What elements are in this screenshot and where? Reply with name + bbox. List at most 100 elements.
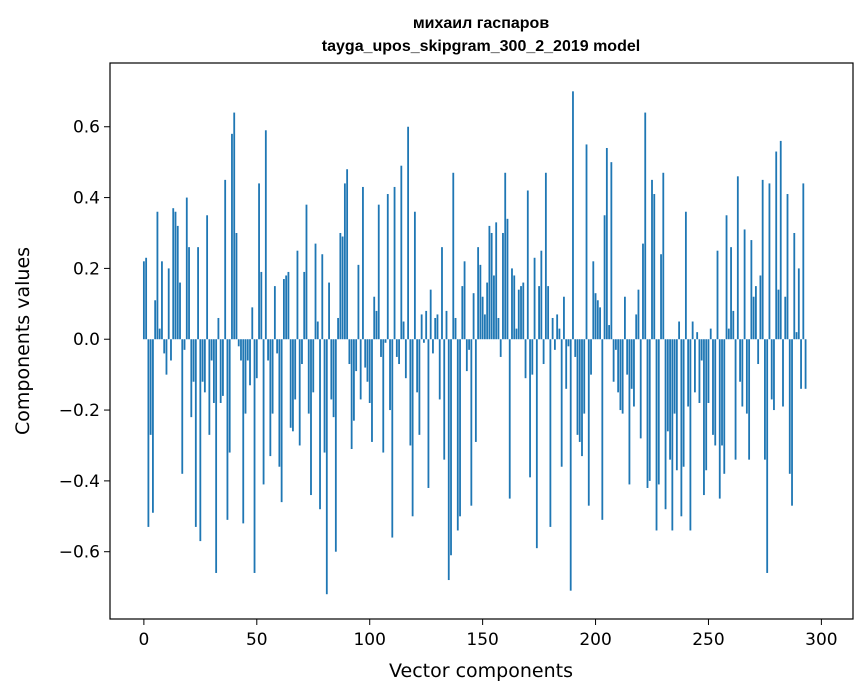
bar xyxy=(524,339,527,379)
bar xyxy=(581,339,583,457)
bar xyxy=(678,321,681,340)
bar xyxy=(517,289,520,340)
bar xyxy=(732,310,735,340)
bar xyxy=(364,339,367,368)
bar xyxy=(303,271,306,340)
y-tick-label: 0.0 xyxy=(73,330,100,350)
bar xyxy=(773,339,775,411)
y-tick-label: 0.6 xyxy=(73,118,100,138)
bar xyxy=(425,310,428,340)
bar xyxy=(614,339,617,350)
bar xyxy=(210,339,213,361)
bar xyxy=(696,332,699,340)
bar xyxy=(499,339,502,357)
bar xyxy=(578,339,581,442)
bar xyxy=(533,257,536,340)
bar xyxy=(784,296,787,340)
bar xyxy=(224,179,227,340)
bar xyxy=(183,339,186,350)
y-tick-label: −0.6 xyxy=(59,543,100,563)
bar xyxy=(450,339,452,556)
bar xyxy=(391,339,394,538)
bar xyxy=(337,317,339,340)
bar xyxy=(384,339,387,343)
bar xyxy=(655,339,658,531)
bar xyxy=(262,339,265,485)
bar xyxy=(353,339,355,421)
y-axis-ticks: −0.6 −0.4 −0.2 0.0 0.2 0.4 0.6 xyxy=(59,118,110,563)
bar xyxy=(617,339,620,393)
bar xyxy=(472,293,475,340)
bar xyxy=(176,225,179,340)
bar xyxy=(445,310,448,340)
bar xyxy=(400,165,403,340)
bar xyxy=(328,282,330,340)
y-axis-label: Components values xyxy=(12,247,34,435)
bar xyxy=(273,286,276,340)
bar xyxy=(470,339,473,506)
bar xyxy=(413,211,416,340)
bar xyxy=(341,236,344,340)
bar xyxy=(601,339,604,520)
bar xyxy=(179,282,181,340)
bar xyxy=(549,339,552,527)
bar xyxy=(572,91,574,340)
bar xyxy=(705,339,708,471)
bar xyxy=(666,339,669,432)
bar xyxy=(565,339,568,389)
bar xyxy=(754,286,757,340)
bar xyxy=(282,279,285,340)
bar xyxy=(687,339,690,407)
bar xyxy=(237,339,240,347)
bar xyxy=(251,307,254,340)
bar xyxy=(474,339,477,442)
bar xyxy=(393,186,396,340)
bar xyxy=(684,211,687,340)
bar xyxy=(316,321,319,340)
bar xyxy=(145,257,148,340)
bar xyxy=(535,339,538,549)
x-tick-label: 50 xyxy=(246,630,268,650)
bar xyxy=(653,194,656,340)
bar xyxy=(483,314,486,340)
bar xyxy=(255,339,258,379)
bar xyxy=(199,339,202,542)
bar xyxy=(362,186,364,340)
bar xyxy=(280,339,283,503)
bar xyxy=(488,225,491,340)
bar xyxy=(587,339,590,506)
bar xyxy=(418,339,421,435)
bar xyxy=(249,339,251,386)
bar xyxy=(219,339,222,403)
bar xyxy=(156,211,159,340)
bar xyxy=(416,339,419,393)
bar xyxy=(727,328,730,340)
bar xyxy=(240,339,242,361)
bar xyxy=(511,268,513,340)
bar xyxy=(538,286,540,340)
bar xyxy=(246,339,249,361)
bar xyxy=(497,317,500,340)
bar xyxy=(217,317,220,340)
bar xyxy=(675,339,678,471)
bar xyxy=(680,339,683,517)
bar xyxy=(642,243,644,340)
bar xyxy=(703,339,705,496)
bar xyxy=(357,264,360,340)
bar xyxy=(298,339,301,446)
bar xyxy=(264,130,267,340)
bar xyxy=(323,339,326,453)
bar xyxy=(599,307,601,340)
x-tick-label: 250 xyxy=(692,630,724,650)
bar xyxy=(569,339,572,591)
bar xyxy=(736,176,739,340)
bar xyxy=(170,339,172,361)
bar xyxy=(269,339,272,457)
bar xyxy=(206,215,209,340)
bar xyxy=(630,339,633,389)
bar xyxy=(436,314,439,340)
bar xyxy=(673,339,676,414)
bar xyxy=(343,183,346,340)
bar xyxy=(529,339,531,478)
bar xyxy=(596,300,599,340)
